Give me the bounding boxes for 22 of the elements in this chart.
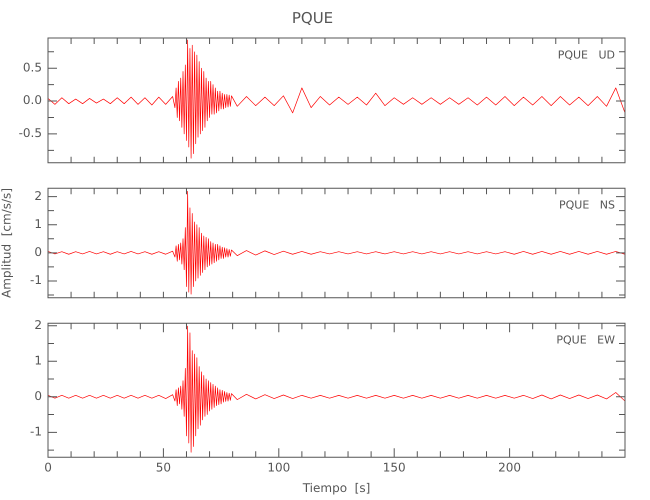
y-tick-label: 2 — [34, 188, 42, 203]
chart-title: PQUE — [292, 8, 334, 27]
y-tick-label: -1 — [30, 273, 42, 288]
y-axis-title: Amplitud [cm/s/s] — [0, 188, 14, 298]
y-tick-label: 2 — [34, 318, 42, 332]
y-tick-label: 1 — [34, 216, 42, 231]
y-tick-label: -0.5 — [18, 126, 42, 140]
x-axis-title: Tiempo [s] — [302, 480, 370, 495]
x-tick-label: 200 — [498, 460, 522, 475]
x-tick-label: 50 — [156, 460, 172, 475]
annotation: PQUE EW — [556, 334, 616, 347]
x-tick-label: 150 — [382, 460, 406, 475]
y-tick-label: -1 — [30, 424, 42, 438]
y-tick-label: 1 — [34, 353, 42, 368]
x-tick-label: 0 — [44, 460, 52, 475]
annotation: PQUE NS — [559, 198, 616, 212]
y-tick-label: 0 — [34, 388, 42, 403]
y-tick-label: 0 — [34, 244, 42, 259]
y-tick-label: 0.5 — [22, 60, 42, 74]
y-tick-label: 0.0 — [22, 93, 42, 108]
x-tick-label: 100 — [267, 460, 290, 475]
annotation: PQUE UD — [558, 48, 615, 62]
